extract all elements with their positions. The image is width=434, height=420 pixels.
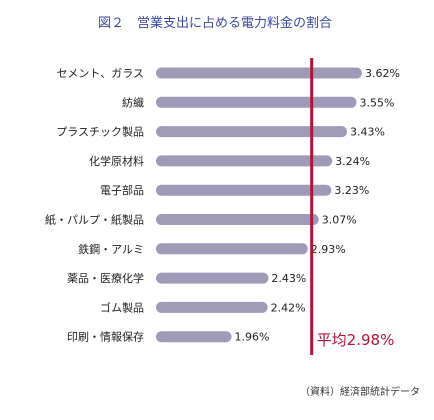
category-label: 鉄鋼・アルミ [78, 242, 144, 256]
category-label: 化学原材料 [89, 154, 144, 168]
bar [156, 272, 269, 284]
value-label: 2.93% [311, 243, 346, 256]
category-label: 電子部品 [100, 183, 144, 197]
bar [156, 126, 348, 138]
category-label: 薬品・医療化学 [67, 271, 144, 285]
value-label: 3.24% [335, 155, 370, 168]
bar [156, 184, 332, 196]
value-label: 3.07% [322, 214, 357, 227]
category-label: 紡織 [122, 95, 144, 109]
category-label: プラスチック製品 [56, 125, 144, 139]
value-label: 2.43% [271, 272, 306, 285]
bar [156, 331, 232, 343]
chart-title: 図２ 営業支出に占める電力料金の割合 [98, 15, 332, 31]
value-label: 3.55% [359, 96, 394, 109]
value-label: 2.42% [271, 301, 306, 314]
bar [156, 243, 308, 255]
bar [156, 214, 319, 225]
value-label: 3.23% [334, 184, 369, 197]
category-label: 紙・パルプ・紙製品 [45, 213, 144, 227]
category-label: セメント、ガラス [57, 67, 144, 80]
bar [156, 301, 268, 313]
source-note: （資料）経済部統計データ [300, 385, 420, 398]
average-reference-label: 平均2.98% [317, 331, 395, 349]
category-label: 印刷・情報保存 [67, 330, 144, 344]
bar [156, 67, 362, 79]
value-label: 3.62% [365, 67, 400, 80]
value-label: 1.96% [234, 331, 269, 344]
category-label: ゴム製品 [100, 300, 144, 314]
bars-layer: セメント、ガラス 3.62% 紡織 3.55% プラスチック製品 3.43% 化学原材料 3.… [45, 67, 400, 344]
bar [156, 96, 357, 108]
bar [156, 155, 333, 167]
value-label: 3.43% [350, 126, 385, 139]
